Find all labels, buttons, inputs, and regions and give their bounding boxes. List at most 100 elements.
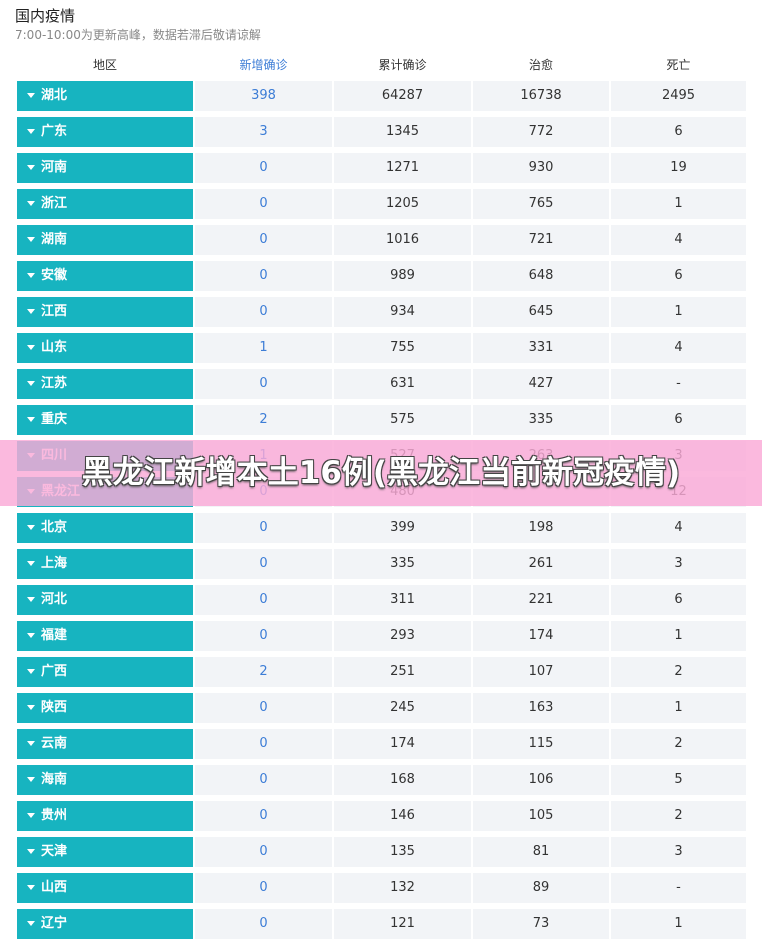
region-cell[interactable]: 浙江 xyxy=(17,189,193,219)
data-cell: 0 xyxy=(195,189,332,219)
region-cell[interactable]: 贵州 xyxy=(17,801,193,831)
expand-icon xyxy=(27,381,35,386)
region-cell[interactable]: 山东 xyxy=(17,333,193,363)
region-name: 重庆 xyxy=(41,412,68,427)
data-cell: 6 xyxy=(611,261,746,291)
data-cell: 575 xyxy=(334,405,471,435)
data-cell: 163 xyxy=(473,693,609,723)
data-cell: 648 xyxy=(473,261,609,291)
data-cell: 1 xyxy=(195,333,332,363)
data-cell: 0 xyxy=(195,297,332,327)
data-cell: 16738 xyxy=(473,81,609,111)
region-cell[interactable]: 海南 xyxy=(17,765,193,795)
region-cell[interactable]: 江西 xyxy=(17,297,193,327)
expand-icon xyxy=(27,93,35,98)
data-cell: 2 xyxy=(611,657,746,687)
column-header: 死亡 xyxy=(666,58,691,72)
region-name: 湖北 xyxy=(41,88,68,103)
region-name: 辽宁 xyxy=(41,916,68,931)
column-header: 累计确诊 xyxy=(378,58,427,72)
data-cell: 311 xyxy=(334,585,471,615)
region-cell[interactable]: 上海 xyxy=(17,549,193,579)
region-cell[interactable]: 广东 xyxy=(17,117,193,147)
column-header: 治愈 xyxy=(528,58,553,72)
region-cell[interactable]: 北京 xyxy=(17,513,193,543)
region-cell[interactable]: 河南 xyxy=(17,153,193,183)
column-header: 地区 xyxy=(92,58,117,72)
data-cell: 1 xyxy=(611,297,746,327)
expand-icon xyxy=(27,669,35,674)
data-cell: 105 xyxy=(473,801,609,831)
data-cell: 1345 xyxy=(334,117,471,147)
data-cell: 1 xyxy=(611,189,746,219)
region-cell[interactable]: 重庆 xyxy=(17,405,193,435)
region-cell[interactable]: 天津 xyxy=(17,837,193,867)
region-name: 上海 xyxy=(41,556,68,571)
region-cell[interactable]: 辽宁 xyxy=(17,909,193,939)
data-cell: 4 xyxy=(611,333,746,363)
data-cell: - xyxy=(611,873,746,903)
data-cell: 19 xyxy=(611,153,746,183)
data-cell: 0 xyxy=(195,801,332,831)
data-cell: 0 xyxy=(195,909,332,939)
expand-icon xyxy=(27,309,35,314)
data-cell: 4 xyxy=(611,225,746,255)
data-cell: 64287 xyxy=(334,81,471,111)
expand-icon xyxy=(27,165,35,170)
region-name: 陕西 xyxy=(41,700,68,715)
expand-icon xyxy=(27,201,35,206)
region-name: 山西 xyxy=(41,880,68,895)
data-cell: 2 xyxy=(611,729,746,759)
region-name: 浙江 xyxy=(41,196,68,211)
region-cell[interactable]: 安徽 xyxy=(17,261,193,291)
data-cell: 934 xyxy=(334,297,471,327)
region-name: 湖南 xyxy=(41,232,68,247)
region-cell[interactable]: 云南 xyxy=(17,729,193,759)
data-cell: 1205 xyxy=(334,189,471,219)
data-cell: 1016 xyxy=(334,225,471,255)
region-name: 江西 xyxy=(41,304,68,319)
region-name: 山东 xyxy=(41,340,68,355)
data-cell: 989 xyxy=(334,261,471,291)
region-cell[interactable]: 湖北 xyxy=(17,81,193,111)
region-cell[interactable]: 山西 xyxy=(17,873,193,903)
data-cell: 399 xyxy=(334,513,471,543)
data-cell: 6 xyxy=(611,405,746,435)
data-cell: 3 xyxy=(611,837,746,867)
expand-icon xyxy=(27,237,35,242)
region-cell[interactable]: 湖南 xyxy=(17,225,193,255)
data-cell: 335 xyxy=(334,549,471,579)
data-cell: 89 xyxy=(473,873,609,903)
data-cell: 0 xyxy=(195,693,332,723)
region-cell[interactable]: 陕西 xyxy=(17,693,193,723)
data-cell: 331 xyxy=(473,333,609,363)
data-cell: 1 xyxy=(611,909,746,939)
data-cell: 1271 xyxy=(334,153,471,183)
region-name: 广西 xyxy=(41,664,68,679)
region-cell[interactable]: 福建 xyxy=(17,621,193,651)
expand-icon xyxy=(27,597,35,602)
data-cell: 121 xyxy=(334,909,471,939)
expand-icon xyxy=(27,345,35,350)
data-cell: 174 xyxy=(473,621,609,651)
data-cell: 0 xyxy=(195,729,332,759)
expand-icon xyxy=(27,741,35,746)
expand-icon xyxy=(27,813,35,818)
data-cell: 6 xyxy=(611,585,746,615)
data-cell: 0 xyxy=(195,225,332,255)
data-cell: 73 xyxy=(473,909,609,939)
region-name: 河南 xyxy=(41,160,68,175)
data-cell: 631 xyxy=(334,369,471,399)
page-title: 国内疫情 xyxy=(15,7,76,25)
expand-icon xyxy=(27,129,35,134)
region-cell[interactable]: 河北 xyxy=(17,585,193,615)
data-cell: 0 xyxy=(195,621,332,651)
expand-icon xyxy=(27,417,35,422)
region-cell[interactable]: 广西 xyxy=(17,657,193,687)
data-cell: 293 xyxy=(334,621,471,651)
data-cell: 0 xyxy=(195,837,332,867)
expand-icon xyxy=(27,849,35,854)
region-cell[interactable]: 江苏 xyxy=(17,369,193,399)
region-name: 天津 xyxy=(41,844,68,859)
